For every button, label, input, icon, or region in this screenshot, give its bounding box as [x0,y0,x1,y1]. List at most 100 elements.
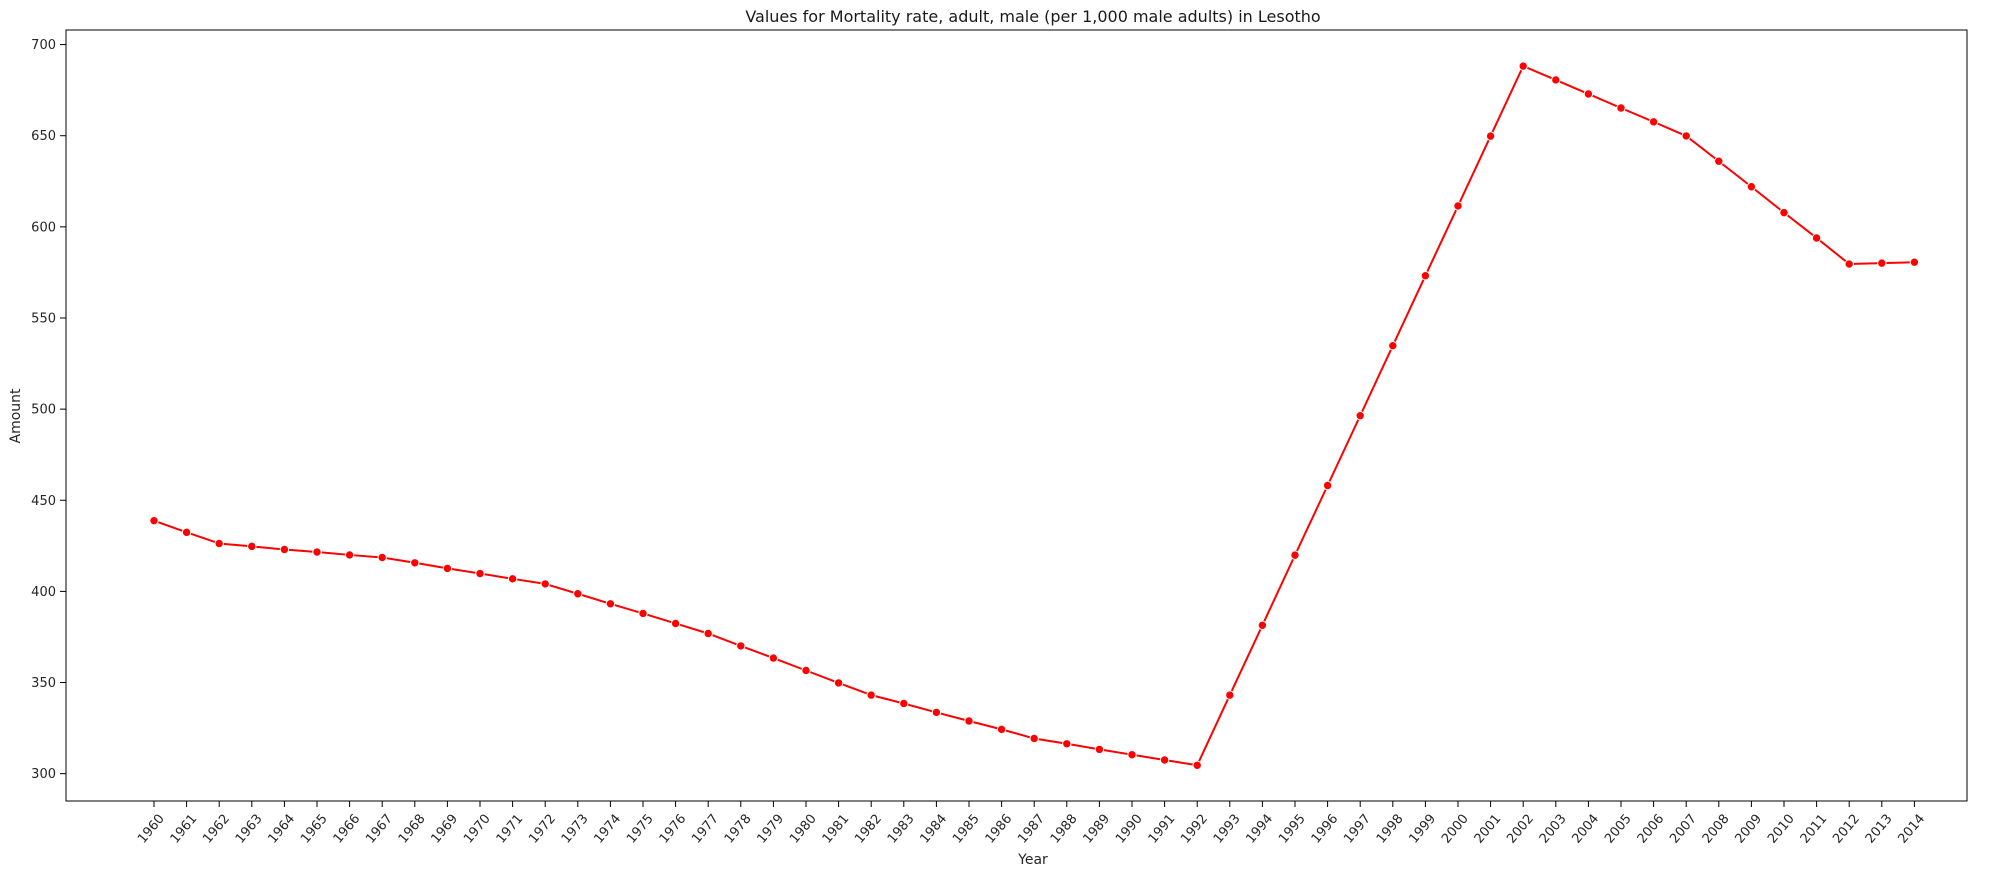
data-point [1322,480,1333,491]
data-point [540,579,550,589]
data-point [1746,182,1757,192]
data-point [279,544,290,555]
data-point [931,707,942,718]
data-point [1355,410,1365,421]
data-point [866,690,876,700]
x-tick-label: 1977 [689,812,722,847]
x-tick-label: 1992 [1178,812,1211,847]
y-tick-label: 550 [31,311,56,326]
y-axis: 300 350 400 450 500 550 600 650 700 [31,38,66,782]
x-tick-label: 2007 [1667,812,1700,847]
x-tick-label: 1965 [298,812,331,847]
x-tick-label: 1963 [233,812,266,847]
data-point [1877,258,1887,268]
x-tick-label: 2009 [1732,812,1765,847]
x-tick-label: 1987 [1015,812,1048,847]
y-tick-label: 450 [31,494,56,509]
data-point [703,628,713,639]
x-tick-label: 1988 [1048,812,1081,847]
data-point [181,527,192,538]
x-tick-label: 1983 [885,812,918,847]
data-point [996,724,1007,735]
x-axis-title: Year [1017,852,1048,868]
x-tick-label: 1972 [526,812,559,847]
data-point [312,547,322,557]
x-tick-label: 2008 [1700,812,1733,847]
x-tick-label: 1967 [363,812,396,847]
data-point [833,678,844,688]
data-point [1811,233,1822,243]
x-tick-label: 1996 [1309,812,1342,847]
y-tick-label: 700 [31,38,56,53]
data-point [1485,131,1496,141]
data-point [1127,750,1137,760]
data-point [964,716,974,726]
data-point [442,563,453,574]
x-tick-label: 1979 [754,812,787,847]
data-point [605,599,616,609]
data-point [670,618,681,629]
data-point [1779,207,1789,218]
x-tick-label: 1962 [200,812,233,847]
x-tick-label: 1960 [135,812,168,847]
data-point [1518,61,1528,71]
chart-title: Values for Mortality rate, adult, male (… [745,7,1320,26]
x-tick-label: 1974 [591,812,624,847]
data-point [1257,620,1268,630]
data-point [1453,201,1463,211]
data-point [1681,131,1691,141]
data-point [475,568,485,579]
data-point [1648,117,1659,127]
x-tick-label: 1961 [168,812,201,847]
data-point [1909,257,1920,267]
x-tick-label: 1993 [1211,812,1244,847]
data-point [247,541,257,552]
x-tick-label: 2004 [1569,812,1602,847]
x-tick-label: 1985 [950,812,983,847]
data-point [1551,75,1561,85]
x-tick-label: 2012 [1830,812,1863,847]
data-point [1062,739,1072,749]
data-point [801,665,811,676]
y-tick-label: 300 [31,767,56,782]
data-point [410,558,420,568]
data-point [1844,259,1854,269]
x-tick-label: 2002 [1504,812,1537,847]
x-tick-label: 1997 [1341,812,1374,847]
x-tick-label: 1986 [983,812,1016,847]
x-tick-label: 1989 [1080,812,1113,847]
x-tick-label: 2011 [1798,812,1831,847]
data-point [736,641,746,651]
data-point [1388,340,1398,351]
x-tick-label: 1966 [331,812,364,847]
x-tick-label: 2013 [1863,812,1896,847]
x-tick-label: 1973 [559,812,592,847]
data-point [1583,89,1594,99]
y-tick-label: 500 [31,403,56,418]
x-tick-label: 1981 [820,812,853,847]
x-tick-label: 1970 [461,812,494,847]
data-point [1225,690,1235,700]
x-tick-label: 1971 [494,812,527,847]
data-point [1159,755,1170,765]
x-tick-label: 1969 [428,812,461,847]
data-point [768,653,779,663]
y-tick-label: 350 [31,676,56,691]
data-point [1192,760,1202,770]
x-tick-label: 2000 [1439,812,1472,847]
data-point [1420,270,1431,281]
data-point [344,550,355,560]
data-point [1714,156,1724,166]
x-tick-label: 1980 [787,812,820,847]
y-axis-title: Amount [8,388,24,444]
data-point [1029,733,1039,744]
data-point [899,698,909,709]
x-tick-label: 1998 [1374,812,1407,847]
x-tick-label: 2010 [1765,812,1798,847]
x-tick-label: 2001 [1472,812,1505,847]
y-tick-label: 600 [31,220,56,235]
data-point [638,608,648,619]
x-tick-label: 1995 [1276,812,1309,847]
x-tick-label: 2006 [1635,812,1668,847]
